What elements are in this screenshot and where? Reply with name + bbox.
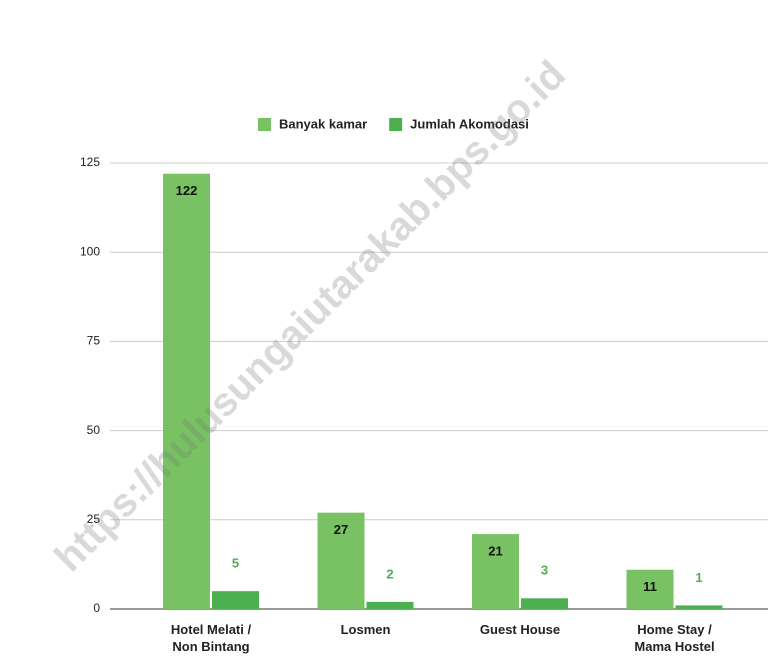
bar <box>163 173 210 610</box>
y-tick-label: 75 <box>87 334 101 348</box>
bar <box>626 569 674 609</box>
legend-label: Jumlah Akomodasi <box>410 116 529 131</box>
y-tick-label: 50 <box>87 423 101 437</box>
x-tick-label: Home Stay / Mama Hostel <box>634 622 715 654</box>
legend-swatch <box>389 118 403 131</box>
bar <box>472 534 519 609</box>
y-tick-label: 0 <box>93 601 100 615</box>
bar <box>675 605 723 609</box>
y-tick-label: 25 <box>87 512 101 526</box>
x-tick-label: Losmen <box>340 622 391 637</box>
watermark-group: https://hulusungaiutarakab.bps.go.id <box>46 52 574 580</box>
y-tick-label: 125 <box>80 155 100 169</box>
legend-swatch <box>258 118 271 131</box>
legend-label: Banyak kamar <box>279 116 367 131</box>
y-tick-label: 100 <box>80 244 100 258</box>
data-label: 1 <box>695 570 702 585</box>
data-label: 21 <box>488 544 502 559</box>
watermark: https://hulusungaiutarakab.bps.go.id <box>46 52 574 580</box>
bar <box>366 601 414 609</box>
bar <box>212 591 259 609</box>
bar <box>521 598 568 609</box>
x-tick-label: Hotel Melati / Non Bintang <box>170 622 252 654</box>
data-label: 122 <box>176 183 198 198</box>
data-label: 5 <box>232 556 239 571</box>
data-label: 11 <box>643 579 657 594</box>
data-label: 27 <box>334 522 348 537</box>
bar <box>317 512 365 609</box>
x-tick-label: Guest House <box>479 622 561 637</box>
data-label: 2 <box>386 566 393 581</box>
data-label: 3 <box>541 563 548 578</box>
